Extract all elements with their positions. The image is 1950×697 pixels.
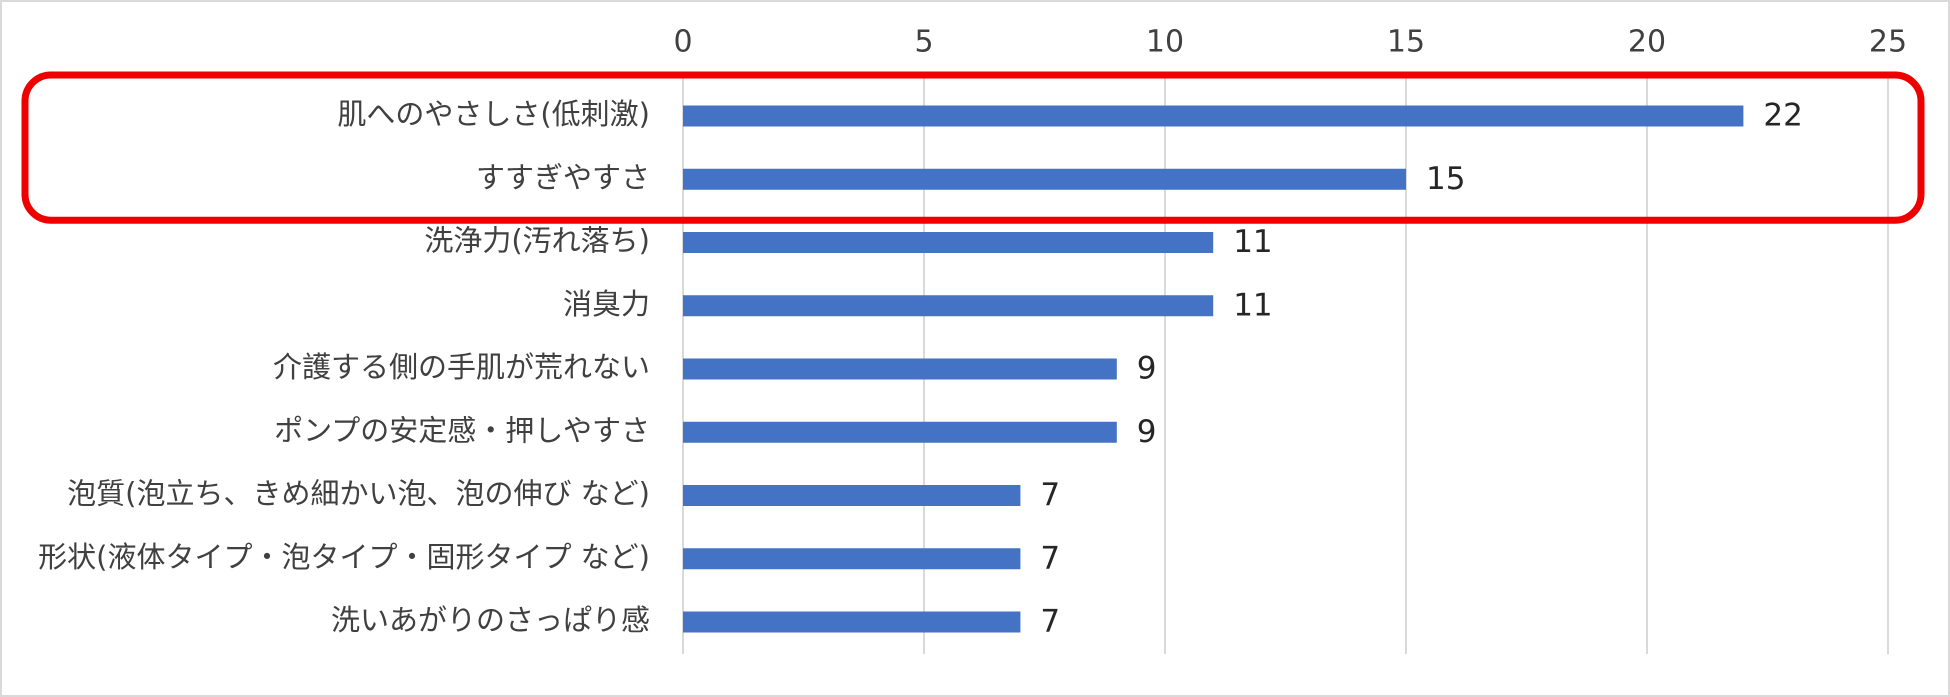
category-label-5: 介護する側の手肌が荒れない [273,350,650,384]
bar-5 [683,358,1117,380]
x-tick-label-10: 10 [1146,25,1184,60]
data-label-1: 22 [1763,98,1802,134]
bar-9 [683,611,1021,633]
bar-4 [683,295,1214,317]
data-label-3: 11 [1233,224,1272,260]
category-label-4: 消臭力 [563,287,650,321]
data-labels: 22 15 11 11 9 9 7 7 7 [1040,98,1802,640]
data-label-4: 11 [1233,287,1272,323]
category-label-1: 肌へのやさしさ(低刺激) [337,97,650,131]
category-label-9: 洗いあがりのさっぱり感 [331,603,650,637]
x-tick-label-15: 15 [1387,25,1425,60]
x-tick-label-0: 0 [673,25,692,60]
bars [683,105,1744,633]
bar-3 [683,232,1214,253]
data-label-8: 7 [1040,540,1060,576]
x-tick-label-5: 5 [914,25,933,60]
x-tick-label-25: 25 [1869,25,1907,60]
bar-1 [683,105,1744,127]
category-label-3: 洗浄力(汚れ落ち) [424,224,650,258]
bar-6 [683,421,1117,443]
data-label-9: 7 [1040,604,1060,640]
x-tick-label-20: 20 [1628,25,1666,60]
data-label-6: 9 [1137,414,1157,450]
bar-2 [683,168,1406,190]
category-label-2: すすぎやすさ [476,160,650,194]
bar-8 [683,548,1021,570]
bar-7 [683,485,1021,506]
data-label-5: 9 [1137,351,1157,387]
highlight-box [21,71,1925,224]
data-label-2: 15 [1426,161,1465,197]
category-label-6: ポンプの安定感・押しやすさ [274,413,650,447]
x-axis-ticks: 0 5 10 15 20 25 [673,25,1907,60]
category-label-7: 泡質(泡立ち、きめ細かい泡、泡の伸び など) [67,477,650,511]
data-label-7: 7 [1040,477,1060,513]
category-label-8: 形状(液体タイプ・泡タイプ・固形タイプ など) [38,540,650,574]
highlight-group [21,71,1925,224]
